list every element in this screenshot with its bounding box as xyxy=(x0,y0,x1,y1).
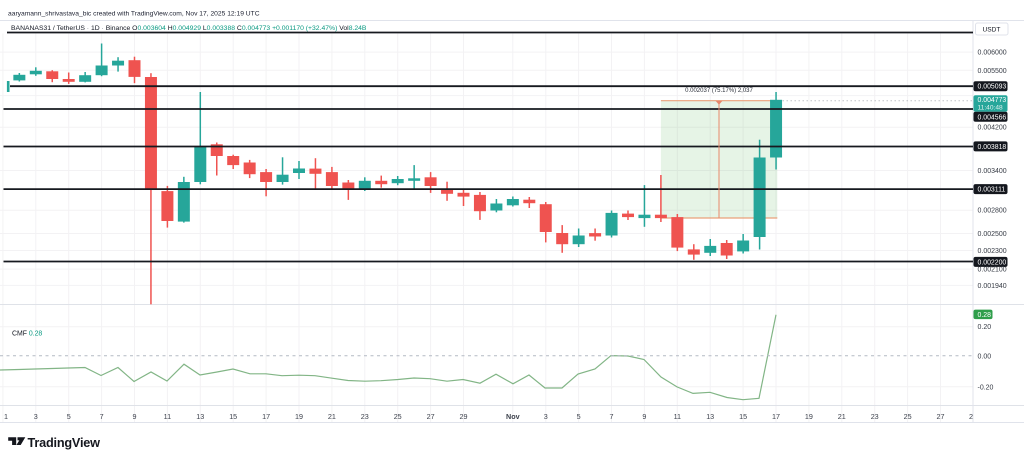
svg-text:23: 23 xyxy=(871,412,879,421)
svg-text:19: 19 xyxy=(295,412,303,421)
svg-text:9: 9 xyxy=(642,412,646,421)
svg-text:0.004773: 0.004773 xyxy=(978,97,1007,104)
svg-text:17: 17 xyxy=(262,412,270,421)
svg-text:15: 15 xyxy=(739,412,747,421)
svg-text:11: 11 xyxy=(674,412,681,421)
svg-text:7: 7 xyxy=(100,412,104,421)
svg-text:0.006000: 0.006000 xyxy=(978,50,1007,57)
svg-text:0.002100: 0.002100 xyxy=(978,267,1007,274)
svg-text:29: 29 xyxy=(460,412,468,421)
svg-text:5: 5 xyxy=(577,412,581,421)
svg-text:3: 3 xyxy=(34,412,38,421)
svg-text:23: 23 xyxy=(361,412,369,421)
svg-text:3: 3 xyxy=(544,412,548,421)
svg-text:21: 21 xyxy=(328,412,336,421)
svg-text:0.002800: 0.002800 xyxy=(978,208,1007,215)
svg-text:0.003818: 0.003818 xyxy=(978,144,1007,151)
svg-text:13: 13 xyxy=(706,412,714,421)
svg-text:7: 7 xyxy=(610,412,614,421)
svg-text:-0.20: -0.20 xyxy=(978,384,994,391)
svg-text:0.004566: 0.004566 xyxy=(978,114,1007,121)
svg-text:25: 25 xyxy=(904,412,912,421)
svg-text:0.00: 0.00 xyxy=(978,354,992,361)
svg-text:9: 9 xyxy=(133,412,137,421)
svg-text:0.002037 (75.17%) 2,037: 0.002037 (75.17%) 2,037 xyxy=(685,88,753,94)
svg-text:0.005093: 0.005093 xyxy=(978,84,1007,91)
svg-text:1: 1 xyxy=(4,412,8,421)
svg-text:USDT: USDT xyxy=(983,27,1001,34)
svg-text:0.002500: 0.002500 xyxy=(978,231,1007,238)
svg-text:19: 19 xyxy=(805,412,813,421)
svg-text:27: 27 xyxy=(427,412,435,421)
svg-text:13: 13 xyxy=(196,412,204,421)
svg-text:25: 25 xyxy=(394,412,402,421)
svg-text:2: 2 xyxy=(969,412,973,421)
svg-text:11:40:48: 11:40:48 xyxy=(978,105,1004,112)
svg-text:aaryamann_shrivastava_bic crea: aaryamann_shrivastava_bic created with T… xyxy=(8,11,260,18)
svg-text:0.003400: 0.003400 xyxy=(978,168,1007,175)
svg-text:27: 27 xyxy=(937,412,945,421)
svg-text:0.20: 0.20 xyxy=(978,324,992,331)
svg-text:21: 21 xyxy=(838,412,846,421)
svg-text:17: 17 xyxy=(772,412,780,421)
svg-text:0.002200: 0.002200 xyxy=(978,259,1007,266)
svg-text:0.28: 0.28 xyxy=(978,312,992,319)
svg-text:15: 15 xyxy=(229,412,237,421)
svg-text:5: 5 xyxy=(67,412,71,421)
svg-text:TradingView: TradingView xyxy=(28,436,101,450)
svg-text:BANANAS31 / TetherUS · 1D · Bi: BANANAS31 / TetherUS · 1D · Binance O0.0… xyxy=(11,25,367,32)
svg-text:11: 11 xyxy=(164,412,171,421)
svg-text:0.001940: 0.001940 xyxy=(978,283,1007,290)
svg-text:0.005500: 0.005500 xyxy=(978,68,1007,75)
svg-text:Nov: Nov xyxy=(506,412,520,421)
svg-text:0.004200: 0.004200 xyxy=(978,125,1007,132)
svg-text:CMF 0.28: CMF 0.28 xyxy=(12,331,42,338)
svg-text:0.002300: 0.002300 xyxy=(978,248,1007,255)
svg-text:0.003111: 0.003111 xyxy=(978,187,1006,194)
